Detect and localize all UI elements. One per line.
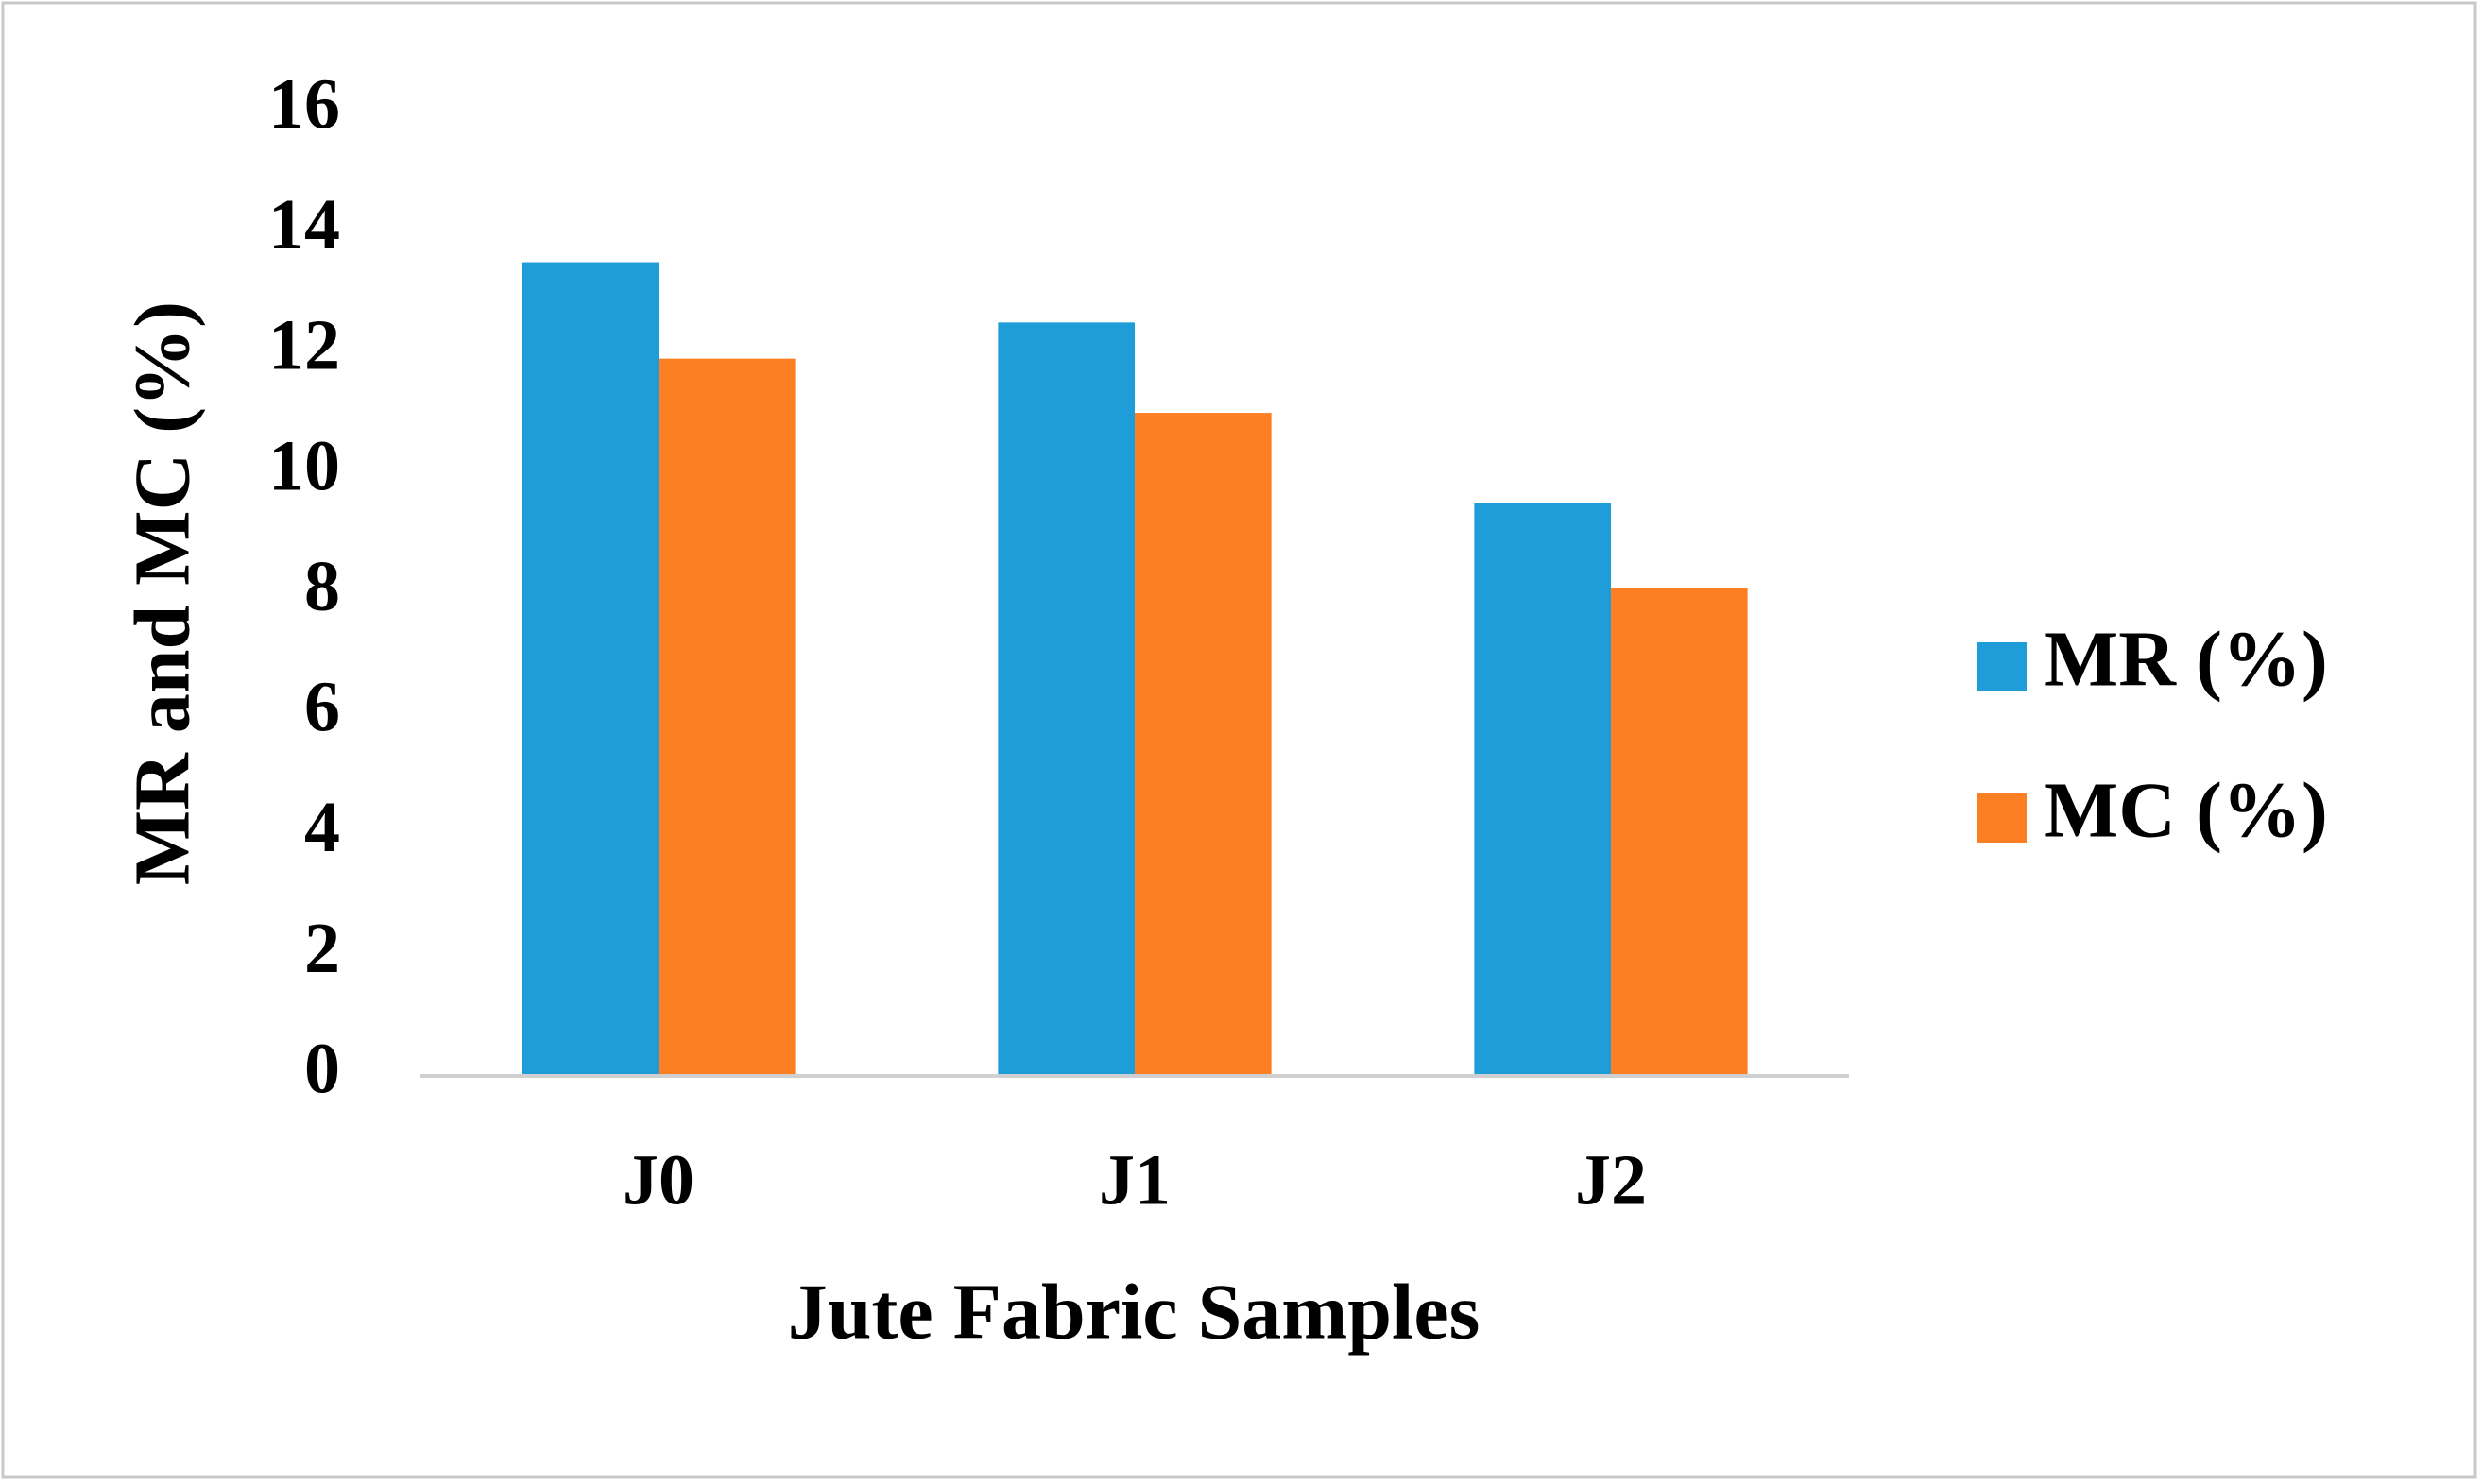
bar (659, 358, 796, 1077)
bar (1611, 588, 1748, 1076)
y-tick-label: 16 (268, 64, 340, 144)
legend-label: MR (%) (2044, 615, 2328, 703)
legend-swatch (1977, 642, 2027, 691)
y-tick-label: 8 (304, 547, 340, 626)
x-tick-label: J2 (1575, 1140, 1647, 1220)
bar (998, 322, 1135, 1076)
legend-label: MC (%) (2044, 766, 2328, 854)
y-tick-label: 12 (268, 306, 340, 385)
bar (1135, 413, 1272, 1076)
y-tick-label: 14 (268, 185, 340, 264)
y-tick-label: 2 (304, 909, 340, 988)
y-tick-label: 0 (304, 1029, 340, 1108)
bar (1474, 503, 1611, 1076)
y-tick-label: 6 (304, 668, 340, 747)
bar (522, 262, 659, 1076)
y-tick-label: 4 (304, 788, 340, 867)
y-axis-title: MR and MC (%) (118, 301, 206, 885)
x-tick-label: J0 (623, 1140, 694, 1220)
legend-swatch (1977, 793, 2027, 843)
x-axis-title: Jute Fabric Samples (788, 1268, 1481, 1356)
x-tick-label: J1 (1099, 1140, 1171, 1220)
y-tick-label: 10 (268, 426, 340, 505)
